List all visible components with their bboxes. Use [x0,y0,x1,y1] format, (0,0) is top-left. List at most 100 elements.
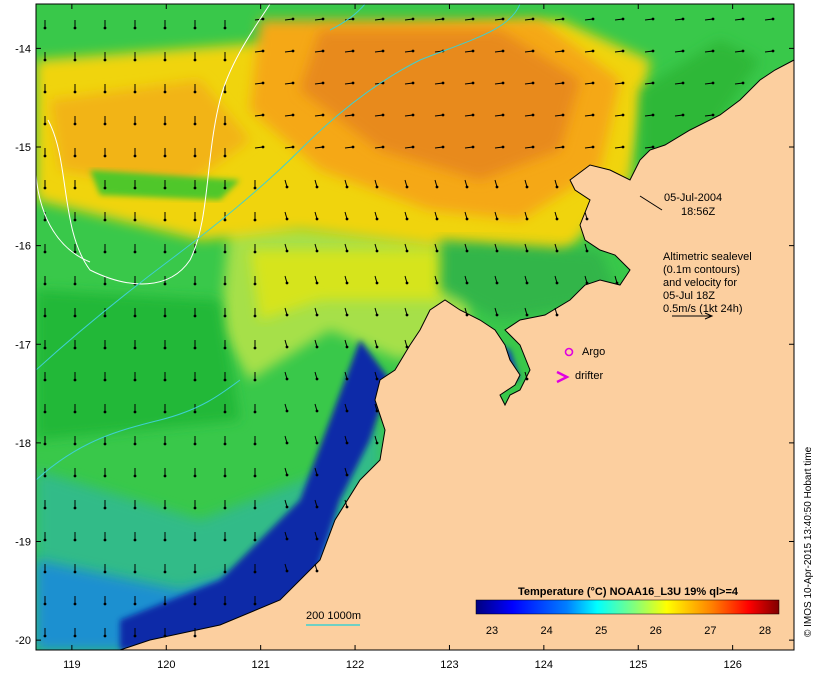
velocity-arrow [73,116,77,126]
velocity-arrow [223,340,227,350]
velocity-arrow [614,49,625,53]
velocity-arrow [314,499,319,509]
velocity-arrow [344,243,349,253]
lat-tick-label: -19 [15,537,31,549]
velocity-arrow [284,531,289,541]
velocity-arrow [284,49,295,53]
velocity-arrow [314,307,319,317]
velocity-arrow [314,179,319,189]
argo-marker-icon [564,347,574,357]
velocity-arrow [193,468,197,478]
velocity-arrow [434,113,445,117]
velocity-arrow [554,211,559,221]
velocity-arrow [554,49,565,53]
velocity-arrow [344,371,349,381]
velocity-arrow [494,49,505,53]
velocity-arrow [253,468,257,478]
velocity-arrow [253,436,257,446]
velocity-arrow [73,532,77,542]
velocity-arrow [163,500,167,510]
velocity-arrow [704,113,715,117]
velocity-arrow [584,145,595,149]
drifter-label: drifter [575,370,603,382]
velocity-arrow [223,276,227,286]
altimetry-line-3: and velocity for [663,277,737,289]
argo-legend: Argo [564,346,605,358]
velocity-arrow [464,49,475,53]
velocity-arrow [464,307,469,317]
velocity-arrow [103,468,107,478]
velocity-arrow [764,17,775,21]
velocity-arrow [103,308,107,318]
velocity-arrow [674,113,685,117]
velocity-arrow [554,113,565,117]
velocity-arrow [524,371,529,381]
velocity-arrow [223,532,227,542]
velocity-arrow [73,52,77,62]
velocity-arrow [314,563,319,573]
velocity-arrow [73,308,77,318]
velocity-arrow [253,308,257,318]
velocity-arrow [344,403,349,413]
velocity-arrow [524,81,535,85]
velocity-arrow [193,276,197,286]
velocity-arrow [554,275,559,285]
lon-tick-label: 123 [440,659,458,671]
velocity-arrow [374,17,385,21]
colorbar: Temperature (°C) NOAA16_L3U 19% ql>=4 23… [475,586,780,637]
velocity-arrow [223,212,227,222]
velocity-arrow [524,211,529,221]
velocity-arrow [73,276,77,286]
velocity-arrow [133,148,137,158]
velocity-arrow [43,244,47,254]
lon-tick-label: 124 [535,659,553,671]
velocity-arrow [193,84,197,94]
velocity-arrow [464,81,475,85]
velocity-arrow [73,596,77,606]
velocity-arrow [524,145,535,149]
lon-tick-label: 126 [723,659,741,671]
velocity-arrow [374,435,379,445]
velocity-arrow [284,243,289,253]
velocity-arrow [253,212,257,222]
velocity-arrow [434,243,439,253]
datetime-pointer [639,195,663,211]
velocity-arrow [103,180,107,190]
velocity-arrow [404,211,409,221]
velocity-arrow [193,596,197,606]
velocity-arrow [133,500,137,510]
velocity-arrow [674,49,685,53]
velocity-arrow [43,564,47,574]
velocity-arrow [133,596,137,606]
velocity-arrow [284,467,289,477]
velocity-arrow [163,532,167,542]
velocity-arrow [314,339,319,349]
velocity-arrow [464,17,475,21]
velocity-arrow [43,276,47,286]
colorbar-ramp [475,599,780,615]
velocity-arrow [133,628,137,638]
velocity-arrow [163,180,167,190]
velocity-arrow [314,531,319,541]
velocity-arrow [193,116,197,126]
velocity-arrow [344,179,349,189]
velocity-arrow [103,212,107,222]
velocity-arrow [43,628,47,638]
velocity-arrow [584,243,589,253]
velocity-arrow [73,84,77,94]
velocity-arrow [223,20,227,30]
velocity-arrow [253,564,257,574]
velocity-arrow [584,211,589,221]
velocity-arrow [43,52,47,62]
velocity-arrow [73,20,77,30]
velocity-arrow [163,244,167,254]
velocity-arrow [374,307,379,317]
velocity-arrow [404,307,409,317]
velocity-arrow [103,52,107,62]
colorbar-title: Temperature (°C) NOAA16_L3U 19% ql>=4 [518,586,739,598]
velocity-arrow [584,275,589,285]
velocity-arrow [133,212,137,222]
velocity-arrow [464,243,469,253]
velocity-arrow [103,372,107,382]
velocity-arrow [253,404,257,414]
